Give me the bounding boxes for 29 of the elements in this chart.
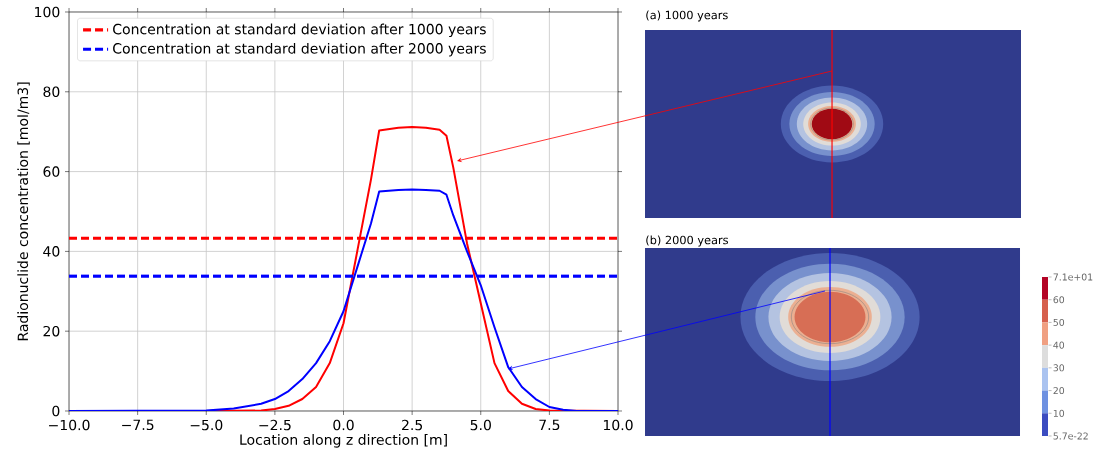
x-tick-label: −10.0	[49, 419, 90, 431]
x-tick-label: 0.0	[333, 419, 354, 431]
y-tick-label: 20	[43, 325, 60, 337]
y-axis-title: Radionuclide concentration [mol/m3]	[17, 82, 30, 341]
text: (b) 2000 years	[646, 235, 728, 247]
text: 30	[1053, 364, 1065, 372]
x-tick-label: 7.5	[539, 419, 560, 431]
legend-label: Concentration at standard deviation after 2000 years	[113, 42, 486, 57]
text: 10	[1053, 409, 1065, 417]
y-tick-label: 60	[43, 166, 60, 177]
text: 40	[1053, 341, 1065, 349]
text: (a) 1000 years	[646, 10, 728, 22]
x-tick-label: −5.0	[190, 419, 223, 431]
text: 7.1e+01	[1053, 273, 1093, 281]
text: 20	[1053, 387, 1065, 395]
text: 50	[1053, 318, 1065, 326]
y-tick-label: 80	[43, 86, 60, 98]
y-tick-label: 100	[35, 6, 60, 18]
x-axis-title: Location along z direction [m]	[240, 434, 447, 448]
x-tick-label: 10.0	[603, 419, 633, 431]
x-tick-label: −2.5	[259, 419, 291, 431]
text: 5.7e-22	[1053, 432, 1088, 440]
legend-label: Concentration at standard deviation after 1000 years	[113, 23, 486, 38]
y-tick-label: 40	[43, 246, 60, 257]
x-tick-label: −7.5	[122, 419, 154, 431]
x-tick-label: 5.0	[470, 419, 491, 431]
y-tick-label: 0	[52, 405, 60, 417]
text: 60	[1053, 296, 1065, 304]
x-tick-label: 2.5	[402, 419, 423, 431]
